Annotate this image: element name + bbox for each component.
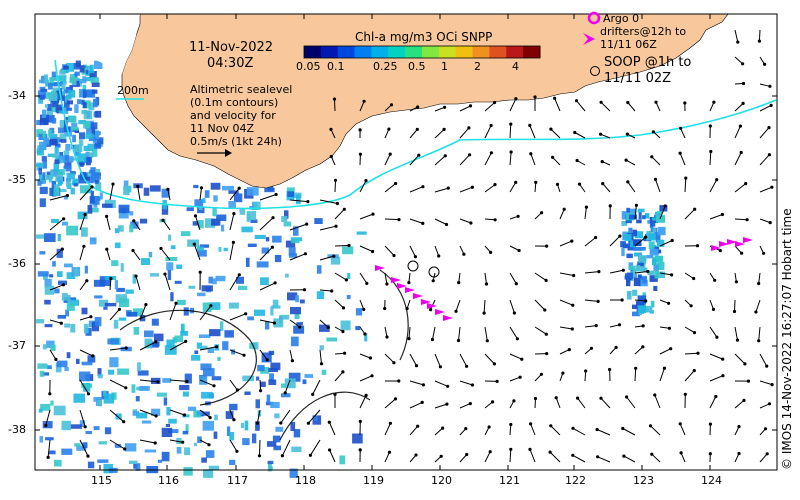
x-tick-label: 116 [158, 474, 179, 487]
axis-ticks [35, 14, 777, 470]
scale-label: 0.5m/s (1kt 24h) [190, 135, 282, 148]
colorbar-frame [303, 45, 541, 59]
drifter-markers [375, 237, 753, 321]
colorbar-tick-label: 0.25 [373, 60, 398, 73]
y-tick-label: -34 [8, 89, 26, 102]
colorbar-segment [354, 46, 372, 58]
annotation-line-3: and velocity for [190, 109, 276, 122]
colorbar-title: Chl-a mg/m3 OCi SNPP [355, 30, 493, 44]
drifter-legend-label-2: 11/11 06Z [600, 38, 657, 51]
argo-legend-icon [587, 11, 601, 25]
colorbar-tick-label: 0.5 [408, 60, 426, 73]
colorbar-segment [455, 46, 474, 58]
colorbar-tick-label: 4 [512, 60, 519, 73]
drifter-legend-icon [583, 33, 595, 45]
colorbar-segment [337, 46, 356, 58]
x-tick-label: 119 [363, 474, 384, 487]
colorbar-segment [405, 46, 423, 58]
y-tick-label: -36 [8, 257, 26, 270]
eddy-streamlines [119, 269, 409, 441]
x-tick-label: 118 [295, 474, 316, 487]
map-time: 04:30Z [207, 56, 254, 71]
x-tick-label: 123 [633, 474, 654, 487]
australia-coastline [121, 13, 729, 189]
x-tick-label: 121 [499, 474, 520, 487]
annotation-line-2: (0.1m contours) [190, 96, 279, 109]
annotation-line-4: 11 Nov 04Z [190, 122, 254, 135]
coast-fringe [50, 14, 140, 74]
y-tick-label: -37 [8, 339, 26, 352]
soop-legend-icon [590, 66, 600, 76]
colorbar-tick-label: 1 [441, 60, 448, 73]
x-tick-label: 115 [91, 474, 112, 487]
soop-marker-1 [407, 260, 419, 272]
x-tick-label: 124 [701, 474, 722, 487]
colorbar-segment [472, 46, 490, 58]
colorbar-tick-label: 2 [474, 60, 481, 73]
colorbar-segment [523, 46, 541, 58]
y-tick-label: -38 [8, 423, 26, 436]
argo-legend-label: Argo 0 [603, 12, 640, 25]
colorbar-segment [304, 46, 322, 58]
chlorophyll-patches [36, 60, 668, 478]
drifter-legend-label-1: drifters@12h to [600, 25, 687, 38]
colorbar-segment [388, 46, 406, 58]
colorbar-segment [422, 46, 440, 58]
colorbar-segment [438, 46, 457, 58]
contour-legend-label: 200m [117, 84, 149, 97]
annotation-line-1: Altimetric sealevel [190, 83, 293, 96]
soop-legend-label-2: 11/11 02Z [604, 71, 672, 86]
colorbar [304, 46, 541, 58]
x-tick-label: 122 [565, 474, 586, 487]
colorbar-segment [506, 46, 524, 58]
x-tick-label: 117 [227, 474, 248, 487]
colorbar-segment [489, 46, 507, 58]
bathymetry-200m-contour [54, 59, 777, 210]
map-date: 11-Nov-2022 [189, 40, 274, 55]
y-tick-label: -35 [8, 173, 26, 186]
soop-marker-2 [428, 266, 440, 278]
plot-frame [34, 13, 778, 471]
colorbar-tick-label: 0.1 [327, 60, 345, 73]
scale-arrow-head [225, 149, 232, 157]
soop-legend-label-1: SOOP @1h to [604, 55, 692, 70]
colorbar-segment [320, 46, 339, 58]
x-tick-label: 120 [431, 474, 452, 487]
copyright-notice: © IMOS 14-Nov-2022 16:27:07 Hobart time [780, 208, 794, 470]
colorbar-segment [371, 46, 389, 58]
velocity-vectors [44, 29, 774, 463]
colorbar-tick-label: 0.05 [296, 60, 321, 73]
